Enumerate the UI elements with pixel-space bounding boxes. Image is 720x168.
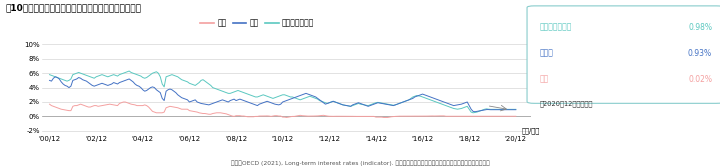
Text: 0.02%: 0.02% [688, 75, 712, 84]
Text: 0.93%: 0.93% [688, 49, 712, 58]
Text: 出所：OECD (2021), Long-term interest rates (indicator). のデータをもとに三菱アセット・ブレインズ（株）が作成: 出所：OECD (2021), Long-term interest rates… [230, 161, 490, 166]
Text: （2020年12月末現在）: （2020年12月末現在） [540, 101, 593, 107]
Text: 【10年国債利回り（日本、米国、オーストラリア）】: 【10年国債利回り（日本、米国、オーストラリア）】 [6, 3, 142, 12]
Text: （年/月）: （年/月） [522, 128, 540, 134]
Text: 米　国: 米 国 [540, 49, 554, 58]
Legend: 日本, 米国, オーストラリア: 日本, 米国, オーストラリア [197, 15, 317, 30]
Text: 0.98%: 0.98% [688, 23, 712, 32]
Text: オーストラリア: オーストラリア [540, 23, 572, 32]
Text: 日本: 日本 [540, 75, 549, 84]
